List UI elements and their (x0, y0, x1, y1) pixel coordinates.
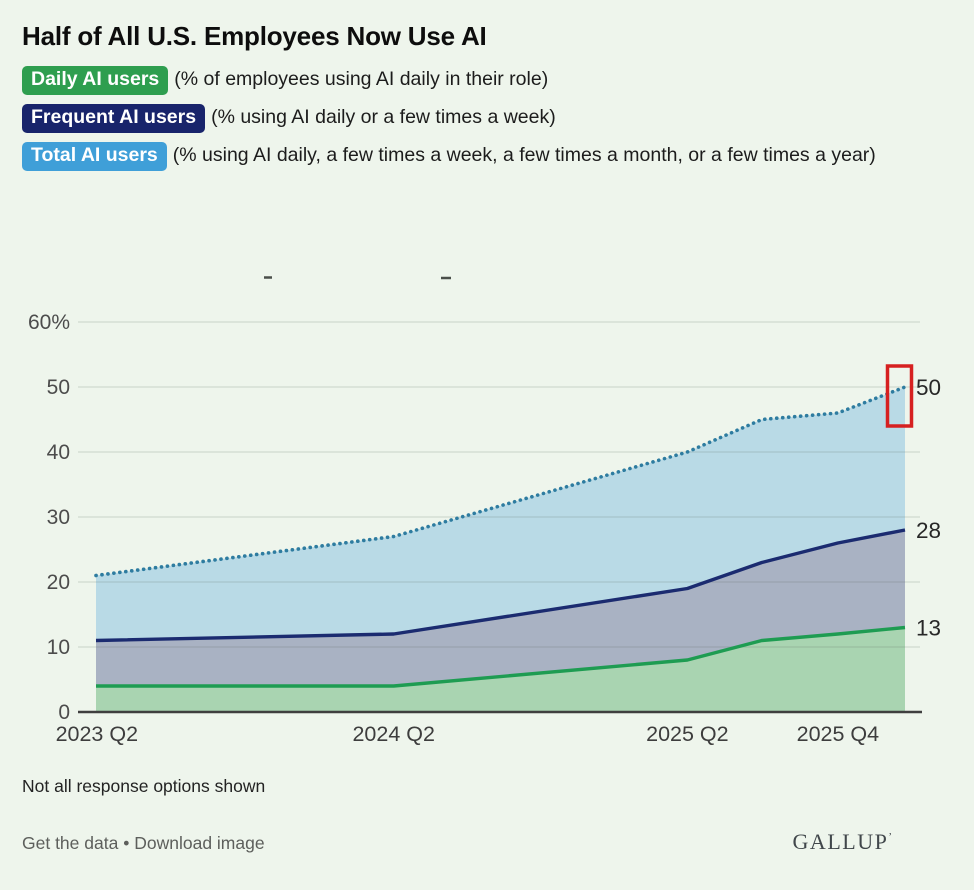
legend-badge-frequent: Frequent AI users (22, 104, 206, 133)
x-tick-label-3: 2025 Q4 (797, 722, 880, 746)
y-tick-label-0: 0 (58, 701, 70, 724)
end-label-28: 28 (916, 518, 941, 543)
line-daily-ai-users (96, 625, 906, 688)
y-tick-label-20: 20 (47, 571, 70, 594)
chart-header: Half of All U.S. Employees Now Use AI Da… (22, 20, 930, 179)
legend-badge-daily: Daily AI users (22, 66, 169, 95)
download-image-link[interactable]: Download image (134, 833, 265, 853)
x-tick-label-0: 2023 Q2 (56, 722, 138, 746)
legend-desc-total: (% using AI daily, a few times a week, a… (172, 144, 876, 166)
y-tick-label-40: 40 (47, 441, 70, 464)
y-tick-label-10: 10 (47, 636, 70, 659)
legend-desc-daily: (% of employees using AI daily in their … (174, 68, 549, 90)
chart-svg: 0 10 20 30 40 50 60% 2023 Q2 2024 Q2 2025 Q2 2025 … (28, 276, 941, 746)
y-tick-label-50: 50 (47, 376, 70, 399)
line-frequent-ai-users (95, 528, 906, 643)
chart-area: 0 10 20 30 40 50 60% 2023 Q2 2024 Q2 2025 Q2 2025 … (0, 260, 974, 760)
legend-badge-total: Total AI users (22, 142, 167, 171)
legend-desc-frequent: (% using AI daily or a few times a week) (211, 106, 556, 128)
line-total-ai-users (94, 385, 907, 578)
legend-row-daily: Daily AI users (% of employees using AI d… (22, 65, 912, 95)
page-title: Half of All U.S. Employees Now Use AI (22, 21, 487, 51)
x-tick-label-1: 2024 Q2 (352, 722, 434, 746)
gallup-logo: GALLUP’ (792, 829, 892, 854)
y-tick-label-60: 60% (28, 311, 70, 334)
area-daily-ai-users (96, 627, 905, 712)
y-tick-label-30: 30 (47, 506, 70, 529)
gallup-trademark: ’ (888, 831, 892, 843)
get-the-data-link[interactable]: Get the data (22, 833, 119, 853)
footnote: Not all response options shown (22, 776, 266, 796)
footer: Get the data • Download image GALLUP’ (22, 829, 892, 855)
legend-row-frequent: Frequent AI users (% using AI daily or a … (22, 103, 912, 133)
footer-separator: • (123, 833, 130, 853)
x-tick-label-2: 2025 Q2 (646, 722, 728, 746)
end-label-50: 50 (916, 375, 941, 400)
highlight-box (885, 364, 914, 428)
end-label-13: 13 (916, 616, 941, 641)
legend-row-total: Total AI users (% using AI daily, a few t… (22, 141, 912, 171)
legend: Daily AI users (% of employees using AI d… (22, 65, 912, 171)
footer-links: Get the data • Download image (22, 833, 265, 854)
